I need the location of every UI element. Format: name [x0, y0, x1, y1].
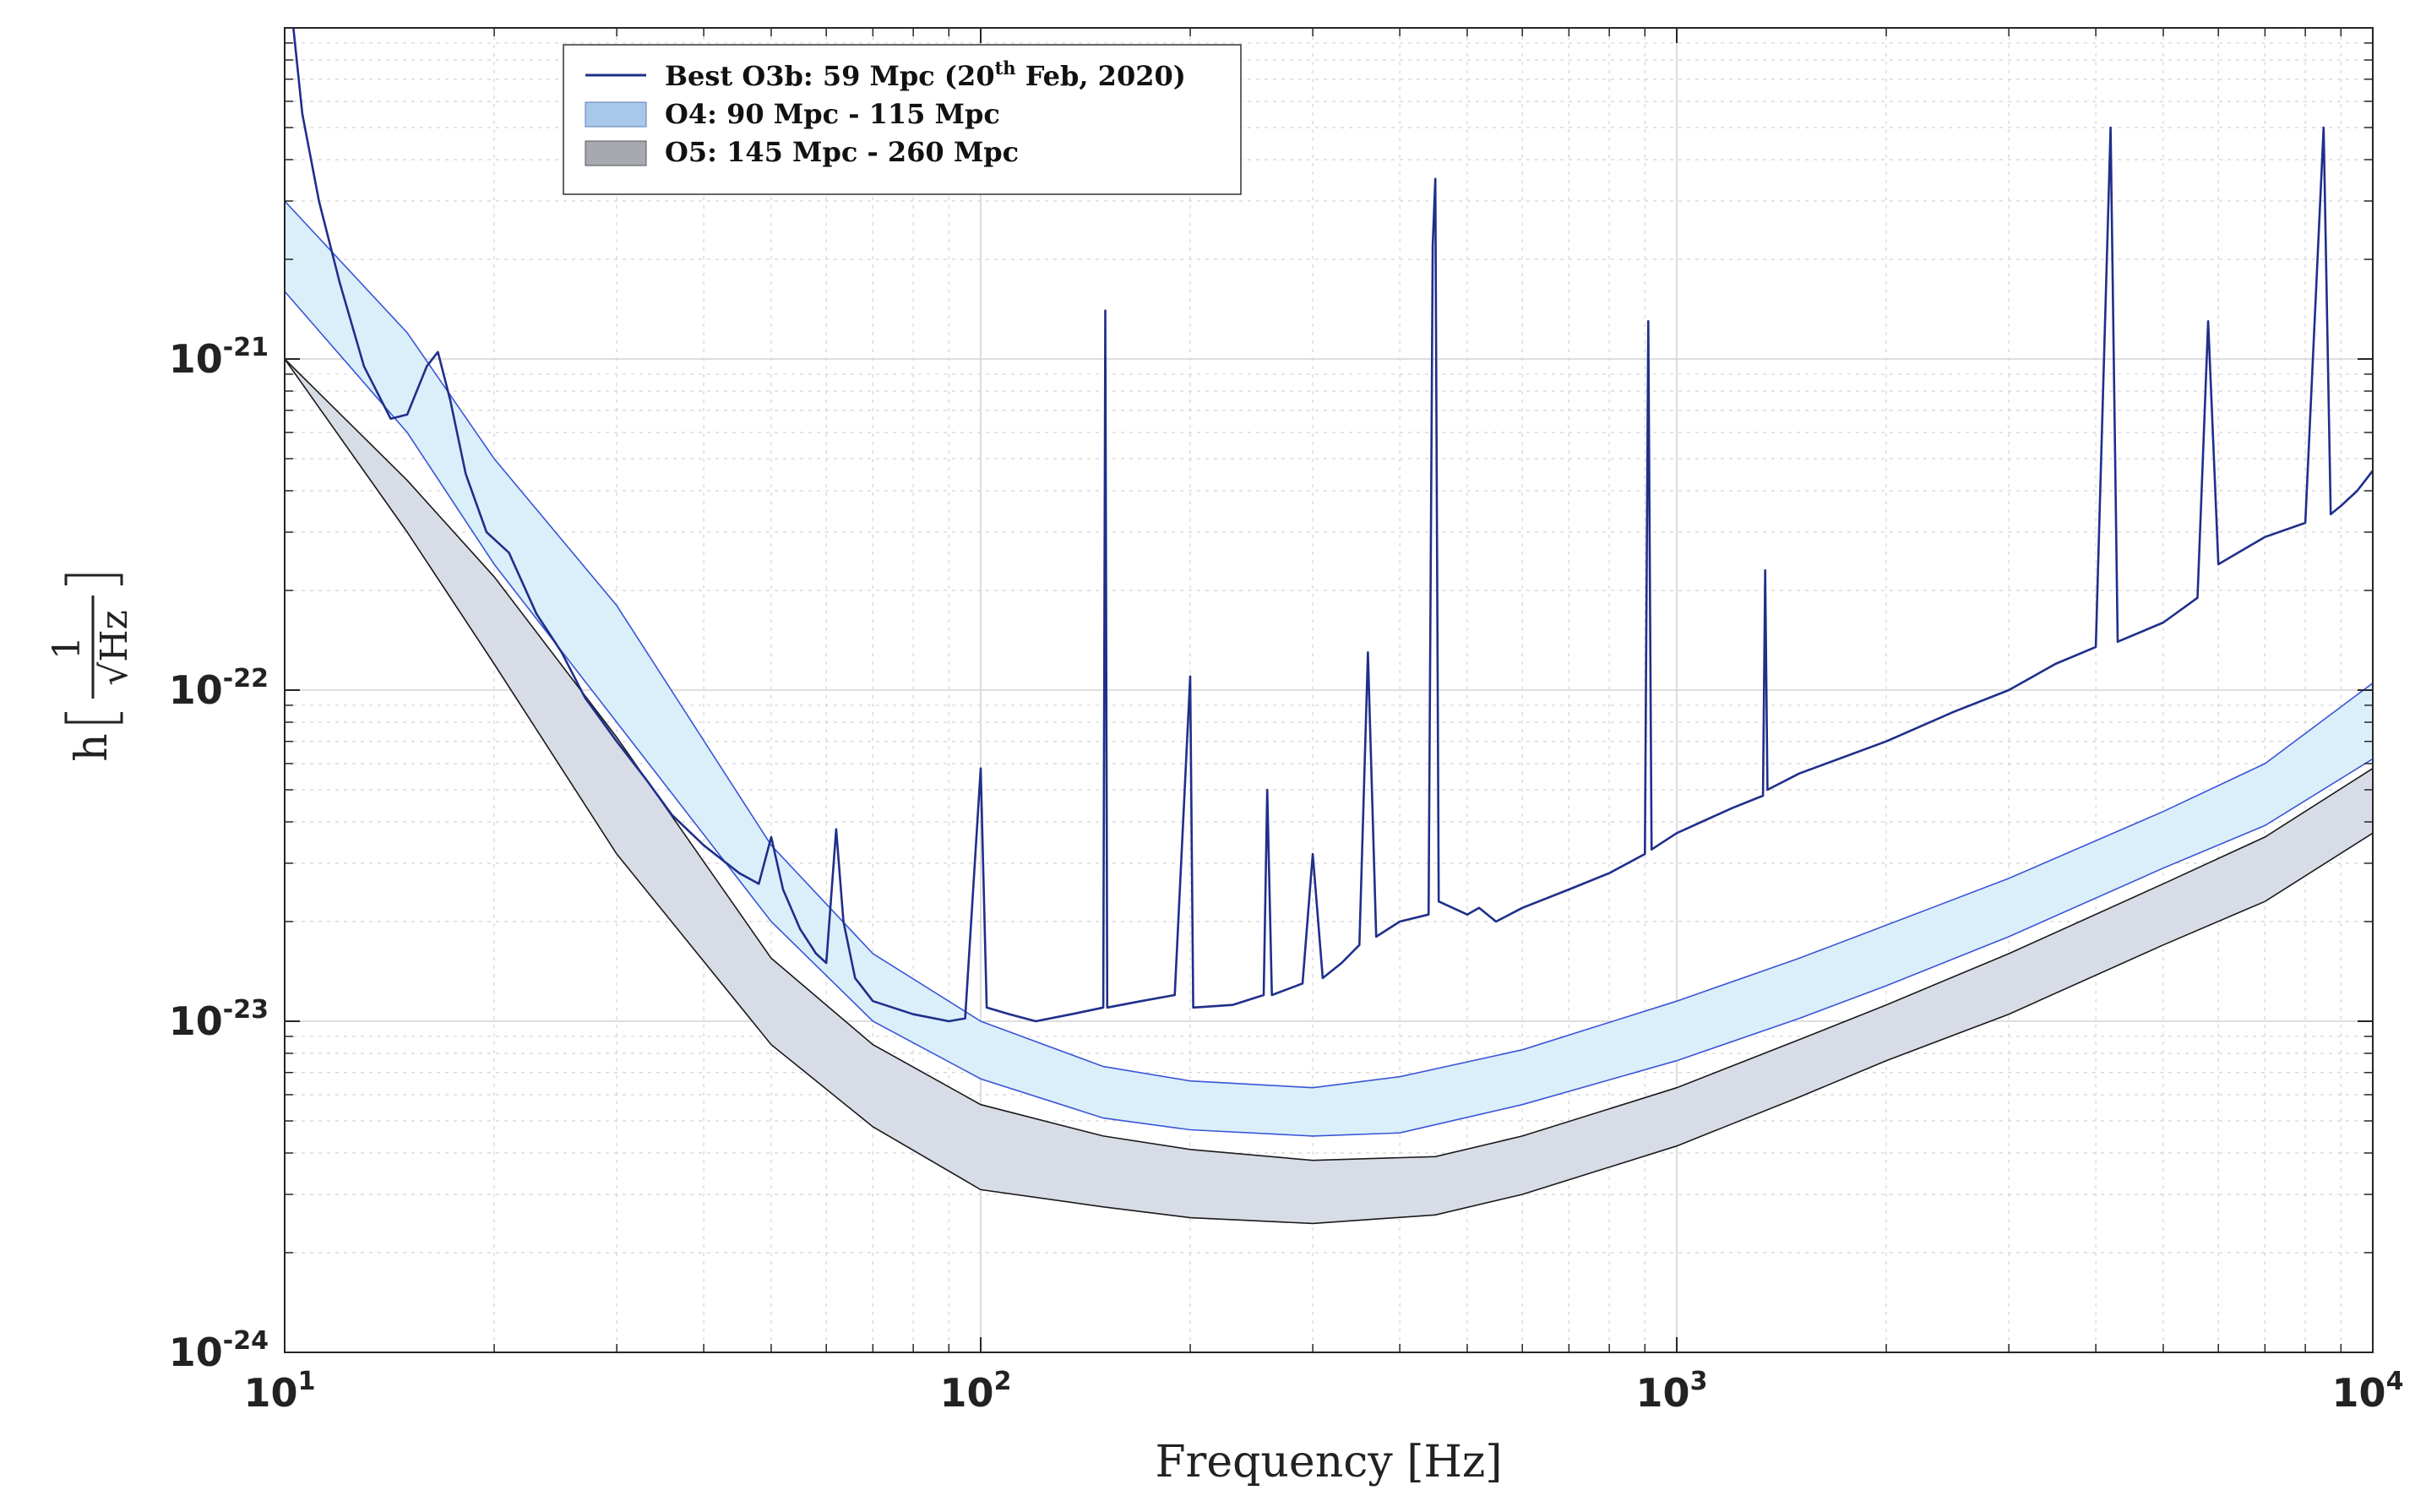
legend-o4-label: O4: 90 Mpc - 115 Mpc: [665, 98, 1000, 130]
y-axis-bracket-left: [64, 712, 123, 724]
y-tick-label: 10-21: [169, 333, 269, 382]
y-tick-exponent: -21: [223, 333, 269, 362]
x-axis-title: Frequency [Hz]: [1155, 1437, 1502, 1488]
legend: Best O3b: 59 Mpc (20th Feb, 2020) O4: 90…: [563, 44, 1242, 195]
y-tick-base: 10: [169, 1330, 223, 1375]
y-axis-unit-numerator: 1: [46, 636, 89, 660]
y-tick-base: 10: [169, 998, 223, 1044]
legend-o3b-label-end: Feb, 2020): [1016, 60, 1186, 92]
grid: [285, 28, 2373, 1352]
y-axis-bracket-right: [64, 574, 123, 585]
x-tick-base: 10: [2332, 1370, 2386, 1416]
o5-band-lower-edge: [284, 358, 2374, 1225]
y-axis-title: h 1 √Hz: [46, 574, 136, 762]
x-tick-base: 10: [244, 1370, 298, 1416]
o5-band-upper-edge: [284, 358, 2374, 1161]
y-tick-label: 10-23: [169, 995, 269, 1044]
y-axis-unit-denominator: √Hz: [93, 610, 136, 686]
y-tick-exponent: -24: [223, 1326, 269, 1356]
legend-o5-swatch: [585, 140, 647, 166]
legend-o4-swatch: [585, 101, 647, 128]
y-tick-label: 10-22: [169, 664, 269, 713]
x-tick-label: 102: [940, 1367, 1012, 1416]
y-axis-symbol: h: [67, 733, 117, 762]
y-tick-label: 10-24: [169, 1326, 269, 1375]
x-tick-label: 101: [244, 1367, 316, 1416]
x-tick-exponent: 3: [1690, 1367, 1708, 1396]
sensitivity-bands: [284, 200, 2374, 1225]
o3b-line-layer: [292, 28, 2373, 1023]
x-tick-exponent: 1: [298, 1367, 316, 1396]
y-tick-base: 10: [169, 336, 223, 382]
legend-o3b-label-main: Best O3b: 59 Mpc (20: [665, 60, 995, 92]
x-tick-exponent: 4: [2386, 1367, 2404, 1396]
legend-o3b-label: Best O3b: 59 Mpc (20th Feb, 2020): [665, 57, 1186, 92]
y-tick-exponent: -22: [223, 664, 269, 693]
legend-o3b-label-sup: th: [995, 57, 1016, 79]
x-tick-label: 104: [2332, 1367, 2404, 1416]
x-tick-labels: 101 102 103 104: [244, 1367, 2404, 1416]
o5-band-fill: [285, 359, 2373, 1224]
y-tick-exponent: -23: [223, 995, 269, 1025]
x-tick-exponent: 2: [994, 1367, 1012, 1396]
x-tick-base: 10: [1636, 1370, 1690, 1416]
legend-box: [563, 44, 1242, 195]
y-tick-base: 10: [169, 667, 223, 713]
o4-band-upper-edge: [284, 200, 2374, 1089]
o4-band-lower-edge: [284, 291, 2374, 1137]
o4-band-fill: [285, 201, 2373, 1136]
axis-ticks: [284, 28, 2374, 1353]
x-tick-label: 103: [1636, 1367, 1708, 1416]
o3b-line: [292, 28, 2373, 1023]
x-tick-base: 10: [940, 1370, 994, 1416]
legend-o5-label: O5: 145 Mpc - 260 Mpc: [665, 136, 1019, 168]
